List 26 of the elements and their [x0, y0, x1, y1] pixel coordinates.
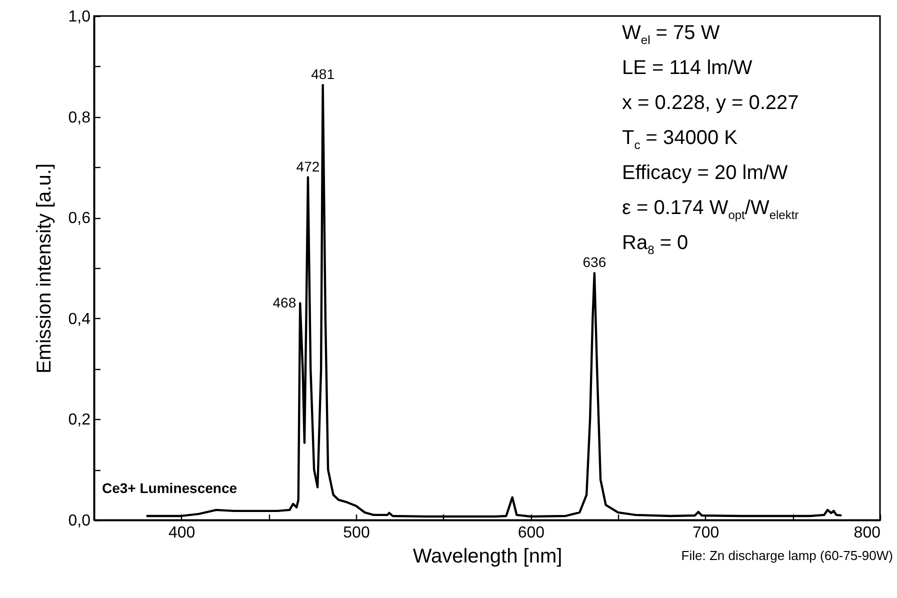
- annotation: Efficacy = 20 lm/W: [622, 162, 788, 185]
- annotation: 636: [582, 254, 606, 270]
- x-tick-label: 600: [518, 524, 545, 542]
- text: File: Zn discharge lamp (60-75-90W): [681, 548, 893, 563]
- annotation: 472: [296, 158, 320, 174]
- x-tick-label: 700: [692, 524, 720, 542]
- annotation: W$_{el}$ = 75 W: [622, 22, 720, 47]
- y-tick-label: 0,4: [68, 310, 91, 328]
- annotation: 468: [272, 294, 296, 310]
- x-tick-label: 400: [168, 524, 196, 542]
- annotation: Ra$_{8}$ = 0: [622, 232, 688, 257]
- y-tick-label: 0,2: [68, 412, 91, 429]
- annotation: LE = 114 lm/W: [622, 57, 752, 80]
- y-tick-label: 0,6: [68, 210, 91, 228]
- x-tick-label: 500: [343, 524, 370, 542]
- y-tick-label: 0,0: [68, 512, 91, 530]
- annotation: Ce3+ Luminescence: [102, 480, 238, 496]
- y-tick-label: 1,0: [68, 8, 91, 26]
- annotation: x = 0.228, y = 0.227: [622, 92, 799, 115]
- x-axis-title: Wavelength [nm]: [412, 546, 562, 568]
- annotation: ε = 0.174 W$_{opt}$/W$_{elektr}$: [622, 197, 799, 222]
- annotation: T$_{c}$ = 34000 K: [622, 127, 738, 152]
- annotation: 481: [311, 66, 335, 82]
- x-tick-label: 800: [854, 524, 881, 542]
- y-tick-label: 0,8: [68, 109, 91, 126]
- y-axis-title: Emission intensity [a.u.]: [33, 163, 56, 374]
